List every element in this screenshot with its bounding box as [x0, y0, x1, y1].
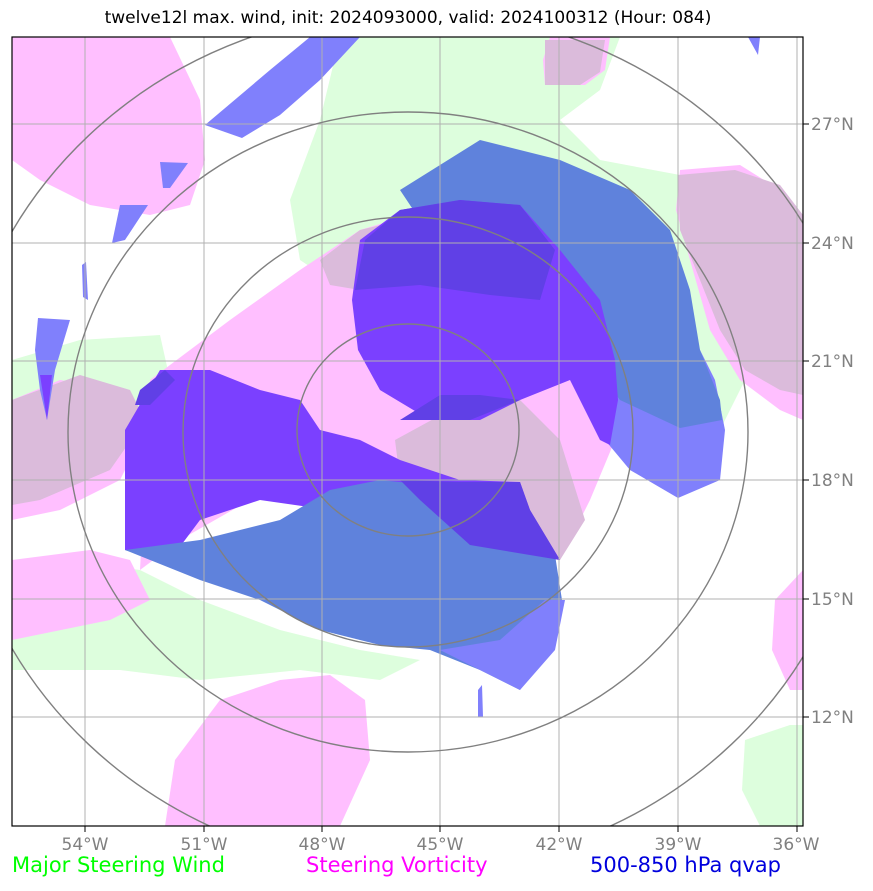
qvap-region-south-tail — [440, 600, 565, 690]
vorticity-region-far-east — [772, 570, 803, 690]
lon-label-39w: 39°W — [655, 835, 702, 855]
lon-label-45w: 45°W — [417, 835, 464, 855]
lon-label-54w: 54°W — [62, 835, 109, 855]
qvap-region-west-edge — [135, 370, 175, 405]
range-rings — [12, 37, 803, 826]
lon-label-42w: 42°W — [536, 835, 583, 855]
latitude-labels: 27°N 24°N 21°N 18°N 15°N 12°N — [811, 115, 854, 728]
qvap-strip-tiny-northeast — [748, 37, 760, 55]
lon-label-36w: 36°W — [773, 835, 820, 855]
range-ring-inner — [296, 323, 520, 537]
lat-label-21n: 21°N — [811, 352, 854, 372]
qvap-strip-north — [205, 37, 360, 138]
qvap-layer — [35, 37, 760, 717]
lat-label-15n: 15°N — [811, 590, 854, 610]
map-plot-area — [12, 37, 803, 826]
legend-steering-wind: Major Steering Wind — [12, 853, 225, 877]
wind-region-southeast — [742, 725, 803, 826]
map-title: twelve12l max. wind, init: 2024093000, v… — [104, 8, 712, 28]
lat-label-24n: 24°N — [811, 234, 854, 254]
legend-qvap: 500-850 hPa qvap — [590, 853, 781, 877]
lon-label-48w: 48°W — [299, 835, 346, 855]
qvap-region-center-bottom — [400, 395, 520, 420]
overlap-layer — [12, 40, 803, 560]
range-ring-middle — [182, 216, 634, 648]
lat-label-27n: 27°N — [811, 115, 854, 135]
qvap-strip-tiny-south — [478, 685, 483, 717]
qvap-strip-far-west-dark — [40, 375, 52, 420]
lat-label-18n: 18°N — [811, 471, 854, 491]
overlap-east — [678, 170, 803, 395]
overlap-north — [545, 40, 605, 85]
lat-label-12n: 12°N — [811, 708, 854, 728]
vorticity-region-southwest — [12, 550, 150, 640]
longitude-labels: 54°W 51°W 48°W 45°W 42°W 39°W 36°W — [62, 835, 820, 855]
map-frame — [11, 36, 804, 827]
lon-label-51w: 51°W — [181, 835, 228, 855]
tick-marks — [84, 123, 809, 832]
vorticity-region-northwest — [12, 37, 205, 215]
range-ring-outer — [67, 111, 749, 753]
qvap-strip-west — [112, 205, 148, 243]
legend-steering-vorticity: Steering Vorticity — [306, 853, 488, 877]
graticule — [12, 37, 803, 826]
qvap-region-south — [125, 480, 562, 690]
vorticity-region-south — [165, 675, 370, 826]
qvap-strip-northwest — [160, 162, 188, 188]
qvap-region-center-deep — [355, 200, 555, 300]
